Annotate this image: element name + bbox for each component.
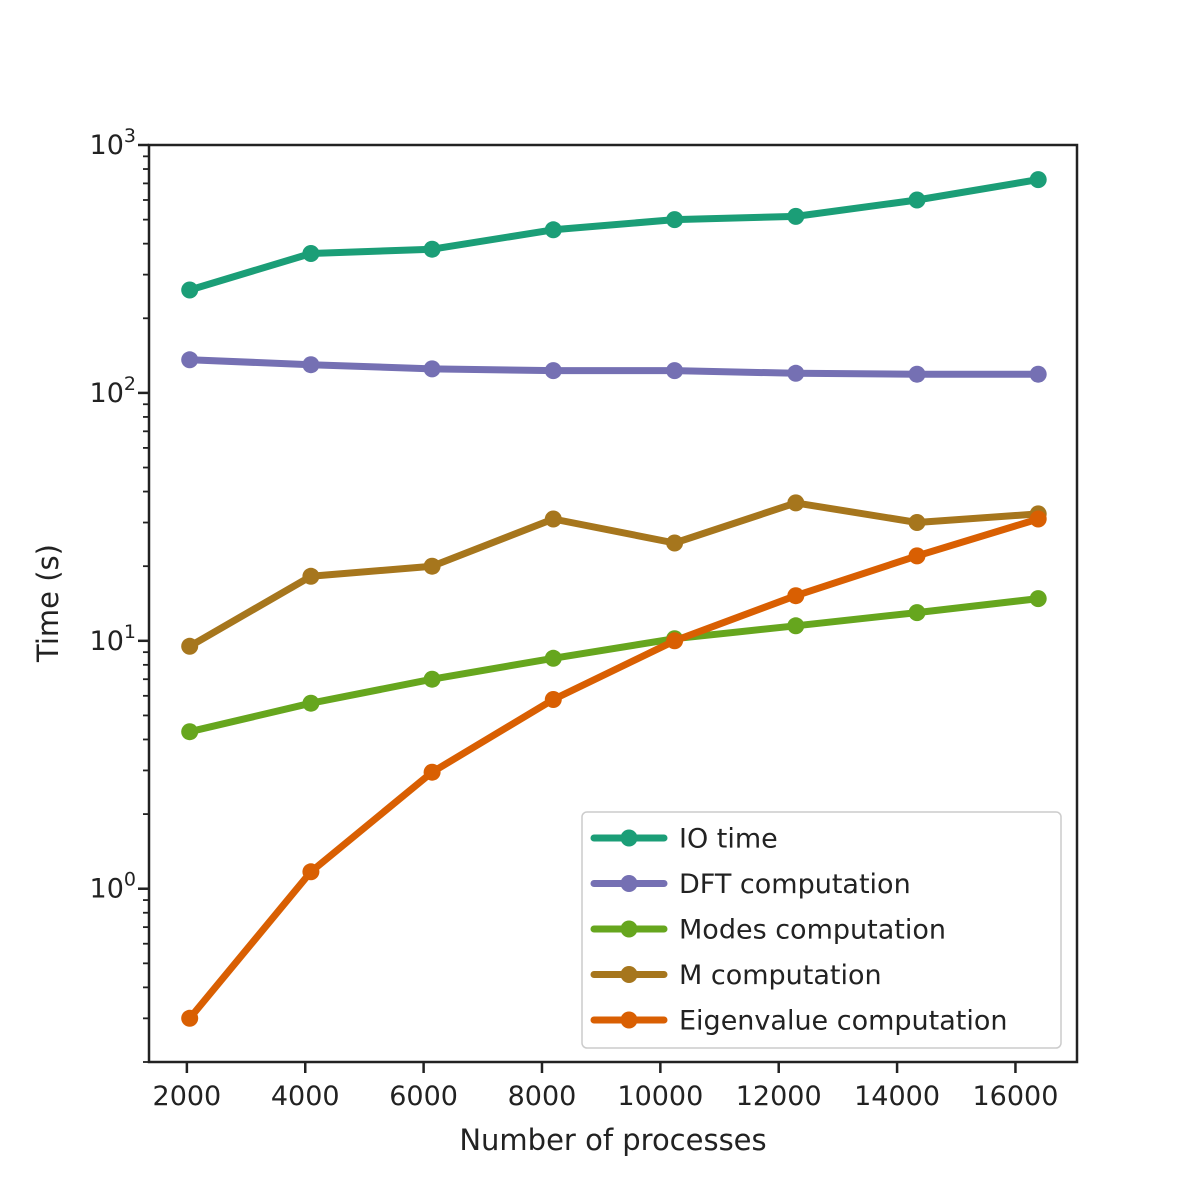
data-point (423, 240, 441, 258)
data-point (544, 510, 562, 528)
legend-label: Eigenvalue computation (679, 1006, 1008, 1037)
x-tick-label: 12000 (736, 1081, 822, 1112)
x-axis-label: Number of processes (459, 1123, 766, 1157)
y-axis-label: Time (s) (31, 544, 65, 663)
y-tick-label: 103 (90, 125, 136, 161)
data-point (544, 649, 562, 667)
data-point (302, 694, 320, 712)
data-point (908, 604, 926, 622)
data-point (544, 221, 562, 239)
data-point (787, 364, 805, 382)
x-tick-label: 8000 (508, 1081, 577, 1112)
data-point (666, 632, 684, 650)
plot-frame (147, 143, 1079, 1064)
data-point (908, 514, 926, 531)
data-point (1029, 365, 1047, 383)
data-point (666, 362, 684, 380)
y-axis-ticks: 100 101 102 103 (90, 125, 149, 1063)
data-point (908, 365, 926, 383)
y-tick-label: 101 (90, 621, 136, 657)
data-point (787, 617, 805, 635)
y-tick-label: 100 (90, 869, 136, 905)
y-tick-label: 102 (90, 373, 136, 409)
data-point (302, 356, 320, 374)
data-point (423, 360, 441, 378)
legend: IO time DFT computation Modes computation M… (581, 811, 1062, 1049)
data-point (787, 587, 805, 605)
x-tick-label: 4000 (271, 1081, 340, 1112)
legend-marker (620, 1011, 638, 1029)
legend-marker (620, 920, 638, 938)
data-point (544, 691, 562, 708)
plot-series-layer (181, 171, 1047, 1027)
data-point (908, 191, 926, 209)
data-point (423, 670, 441, 688)
data-point (1029, 171, 1047, 189)
data-point (1029, 590, 1047, 608)
legend-label: Modes computation (679, 915, 946, 946)
legend-marker (620, 875, 638, 892)
data-point (666, 534, 684, 552)
data-point (181, 637, 199, 655)
data-point (423, 557, 441, 575)
x-axis-ticks: 2000 4000 6000 8000 10000 12000 14000 16000 (153, 1062, 1058, 1112)
series-line-2 (186, 595, 1042, 736)
series-line-3 (186, 499, 1042, 650)
legend-label: DFT computation (679, 869, 911, 900)
series-line-0 (186, 176, 1042, 294)
data-point (666, 211, 684, 229)
data-point (181, 281, 199, 299)
data-point (302, 863, 320, 881)
x-tick-label: 2000 (153, 1081, 222, 1112)
data-point (787, 494, 805, 512)
legend-label: M computation (679, 960, 882, 991)
data-point (544, 362, 562, 380)
legend-marker (620, 966, 638, 983)
x-tick-label: 6000 (389, 1081, 458, 1112)
data-point (302, 245, 320, 262)
x-tick-label: 10000 (617, 1081, 703, 1112)
x-tick-label: 14000 (854, 1081, 940, 1112)
data-point (181, 723, 199, 741)
data-point (787, 207, 805, 225)
series-line-1 (186, 356, 1042, 378)
data-point (908, 547, 926, 565)
legend-marker (620, 829, 638, 847)
x-tick-label: 16000 (972, 1081, 1058, 1112)
legend-label: IO time (679, 824, 778, 855)
data-point (423, 763, 441, 781)
series-line-4 (186, 515, 1042, 1022)
data-point (181, 1009, 199, 1027)
data-point (181, 351, 199, 369)
data-point (1029, 510, 1047, 528)
legend-box (581, 811, 1062, 1049)
data-point (302, 567, 320, 585)
